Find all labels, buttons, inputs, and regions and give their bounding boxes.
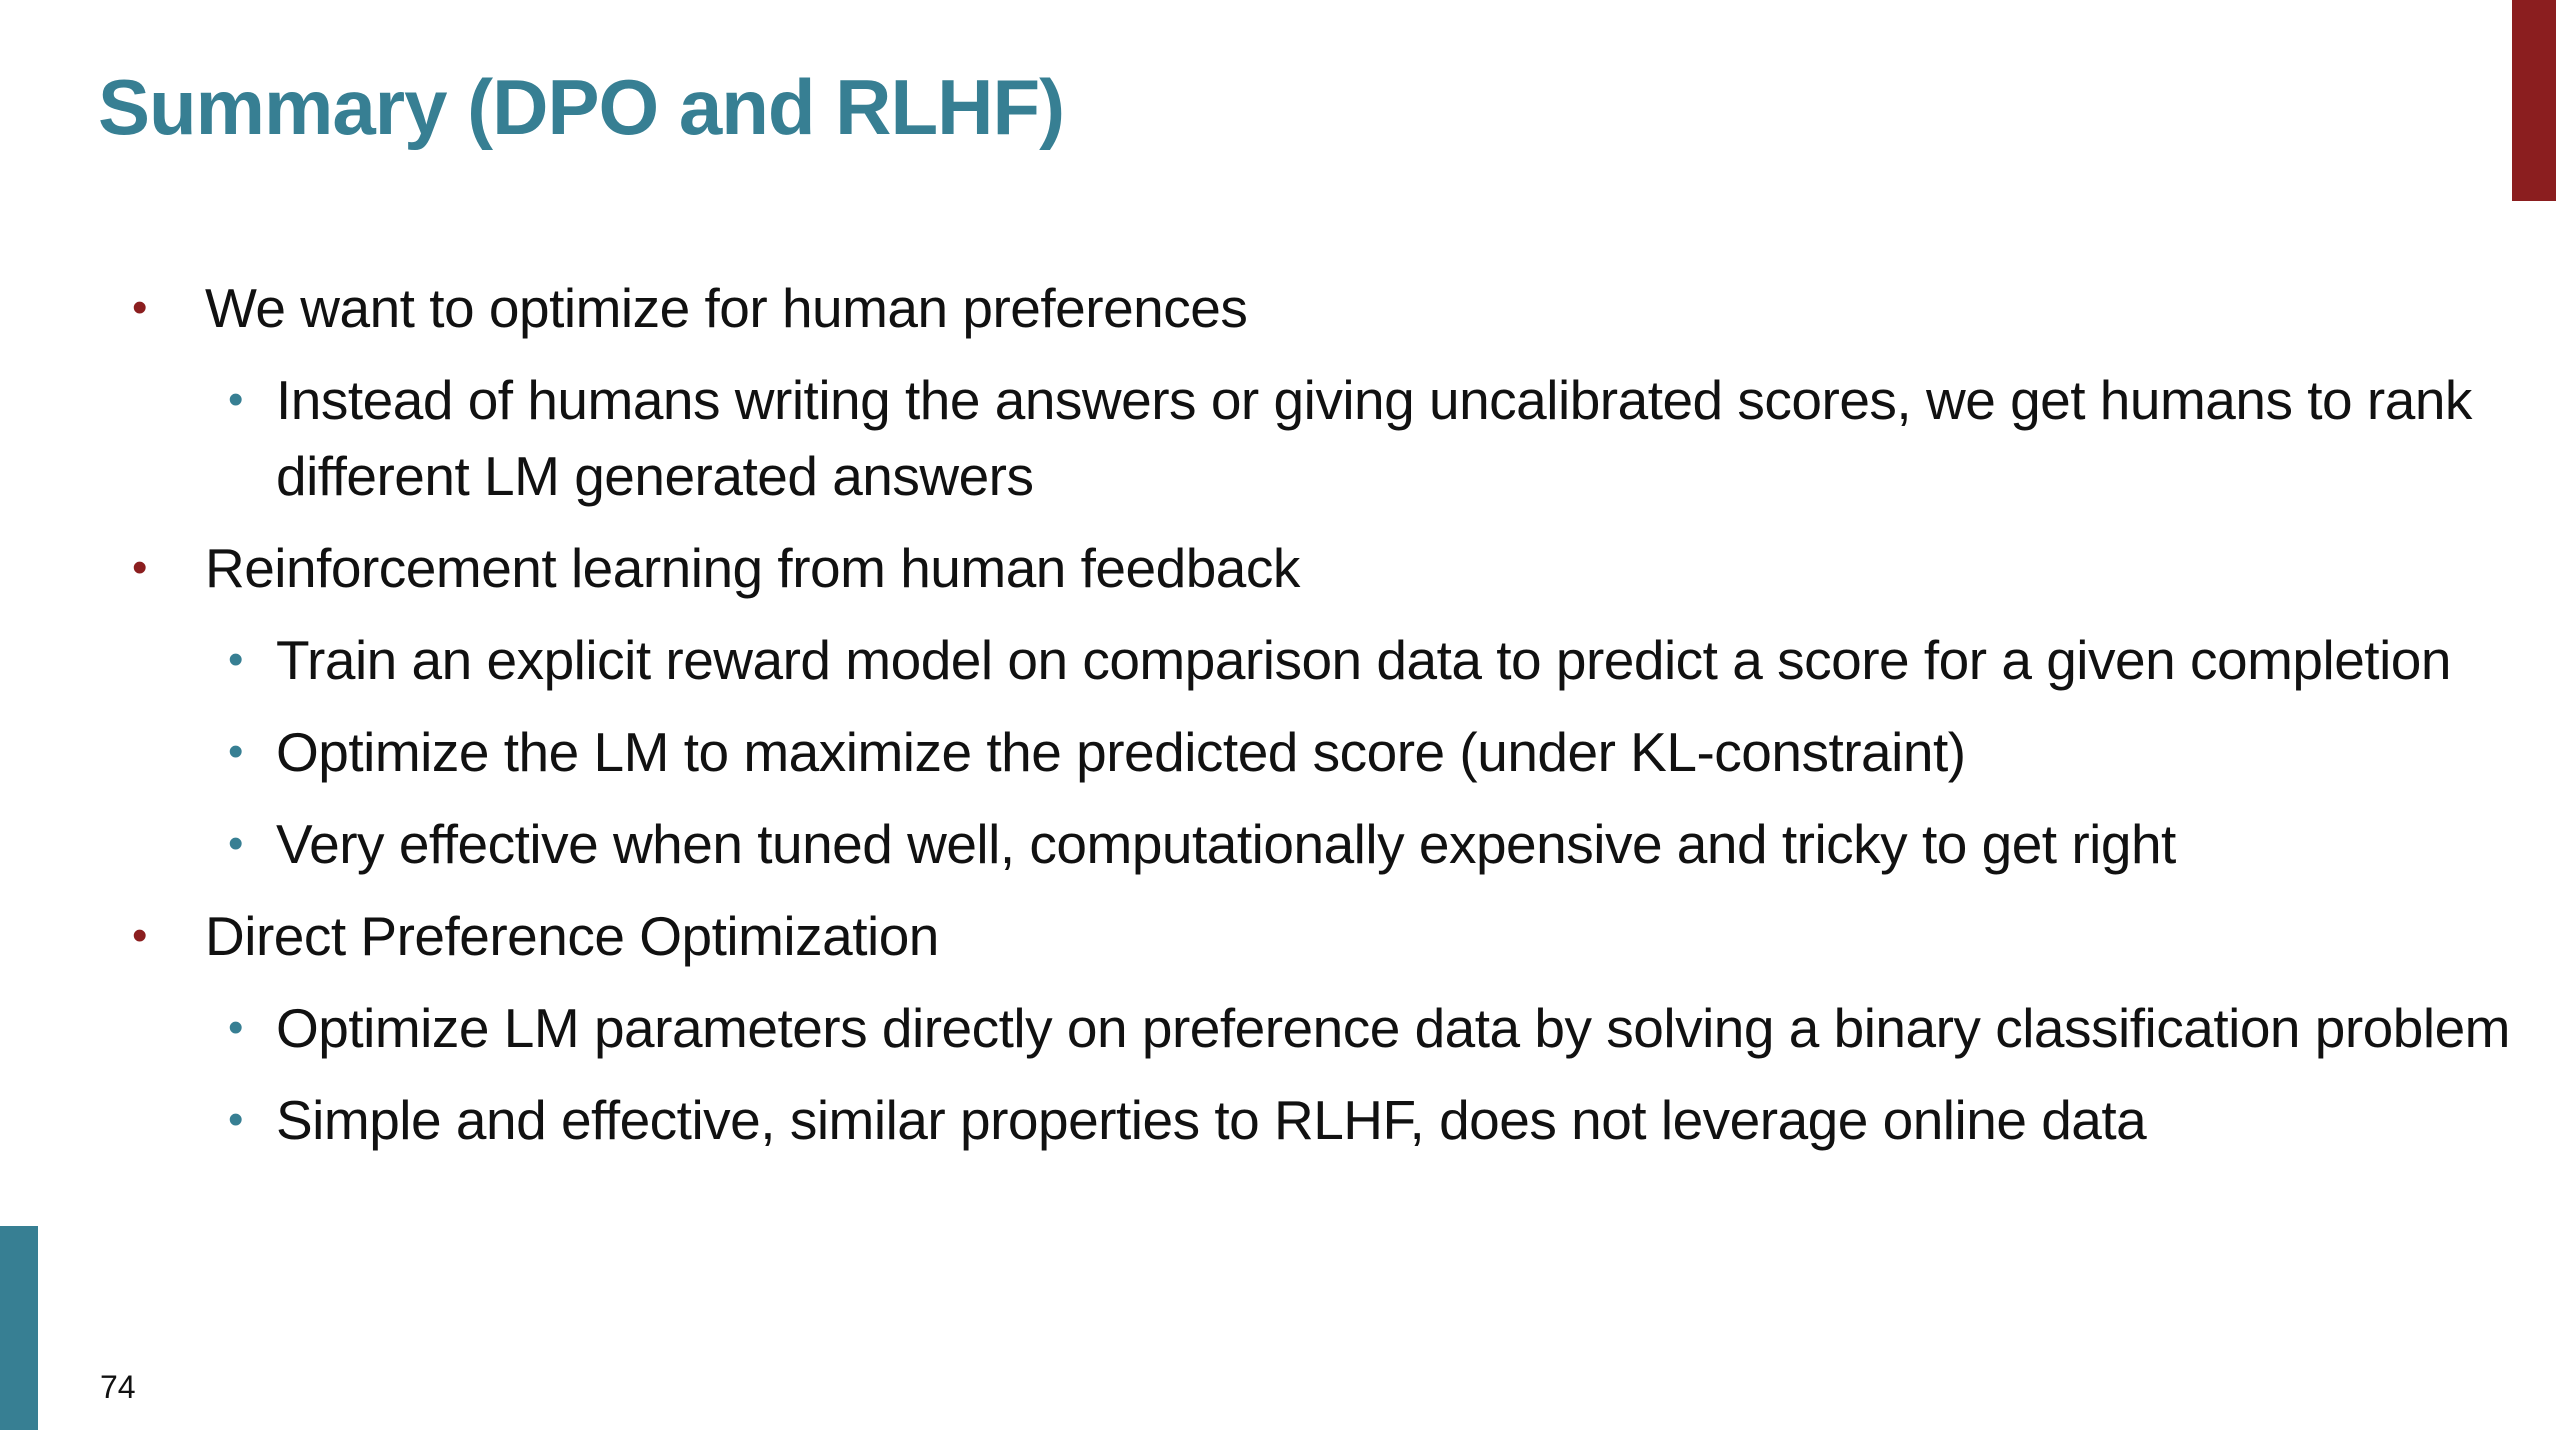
sub-bullet-marker: • (228, 635, 243, 684)
slide-number: 74 (100, 1369, 136, 1405)
sub-bullet-text: Simple and effective, similar properties… (276, 1089, 2147, 1151)
bullet-text: Direct Preference Optimization (205, 905, 939, 967)
bullet-list: • We want to optimize for human preferen… (0, 270, 2556, 1174)
sub-bullet-text: Very effective when tuned well, computat… (276, 813, 2176, 875)
bottom-left-accent-bar (0, 1226, 38, 1430)
bullet-item: • Reinforcement learning from human feed… (0, 530, 2556, 606)
bullet-text: We want to optimize for human preference… (205, 277, 1248, 339)
sub-bullet-item: • Optimize LM parameters directly on pre… (0, 990, 2556, 1066)
sub-bullet-marker: • (228, 1003, 243, 1052)
sub-bullet-item: • Train an explicit reward model on comp… (0, 622, 2556, 698)
top-right-accent-bar (2512, 0, 2556, 201)
sub-bullet-item: • Instead of humans writing the answers … (0, 362, 2556, 514)
bullet-item: • We want to optimize for human preferen… (0, 270, 2556, 346)
bullet-marker: • (132, 911, 147, 960)
bullet-text: Reinforcement learning from human feedba… (205, 537, 1300, 599)
slide-title: Summary (DPO and RLHF) (98, 63, 1065, 151)
bullet-item: • Direct Preference Optimization (0, 898, 2556, 974)
sub-bullet-marker: • (228, 727, 243, 776)
sub-bullet-marker: • (228, 375, 243, 424)
sub-bullet-text: Optimize LM parameters directly on prefe… (276, 997, 2511, 1059)
sub-bullet-text: Train an explicit reward model on compar… (276, 629, 2451, 691)
bullet-marker: • (132, 543, 147, 592)
sub-bullet-marker: • (228, 1095, 243, 1144)
bullet-marker: • (132, 283, 147, 332)
sub-bullet-item: • Very effective when tuned well, comput… (0, 806, 2556, 882)
sub-bullet-text: Instead of humans writing the answers or… (276, 369, 2472, 507)
sub-bullet-item: • Optimize the LM to maximize the predic… (0, 714, 2556, 790)
sub-bullet-item: • Simple and effective, similar properti… (0, 1082, 2556, 1158)
sub-bullet-marker: • (228, 819, 243, 868)
sub-bullet-text: Optimize the LM to maximize the predicte… (276, 721, 1966, 783)
